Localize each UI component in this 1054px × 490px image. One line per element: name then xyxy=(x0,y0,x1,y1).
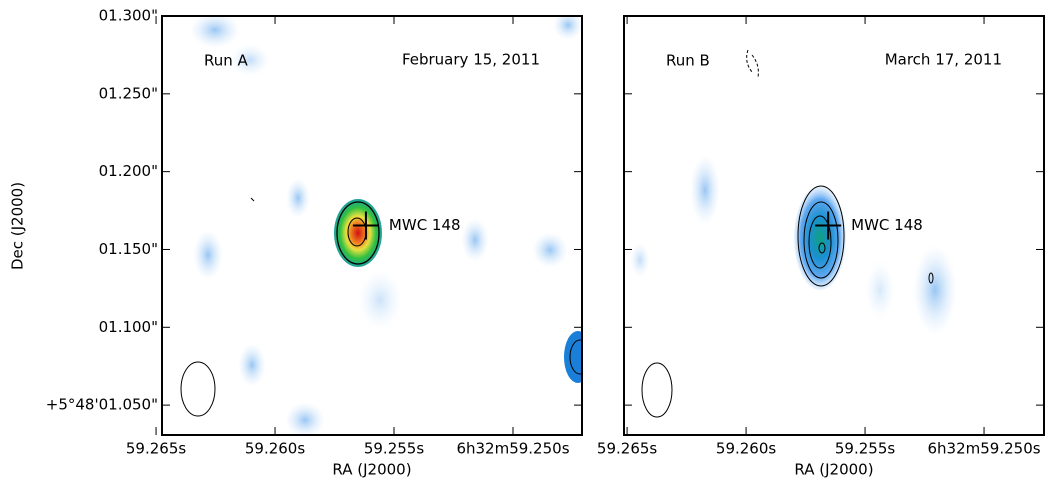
source-marker xyxy=(352,211,379,240)
x-tick-label: 59.255s xyxy=(835,440,895,458)
y-tick-label: 01.200" xyxy=(99,162,158,180)
x-tick-label: 59.255s xyxy=(364,440,424,458)
x-tick-label: 6h32m59.250s xyxy=(928,440,1041,458)
plot-frame xyxy=(161,15,583,436)
x-axis-label: RA (J2000) xyxy=(332,461,411,479)
plot-frame xyxy=(623,15,1045,436)
y-tick-label: 01.150" xyxy=(99,240,158,258)
emission-map xyxy=(180,16,582,435)
panel-label: Run B xyxy=(666,52,710,70)
date-label: February 15, 2011 xyxy=(402,51,540,69)
x-axis-label: RA (J2000) xyxy=(794,461,873,479)
source-label: MWC 148 xyxy=(851,216,923,234)
source-label: MWC 148 xyxy=(389,216,461,234)
y-tick-label: +5°48'01.050" xyxy=(46,396,158,414)
x-tick-label: 59.260s xyxy=(716,440,776,458)
x-tick-label: 59.260s xyxy=(245,440,305,458)
y-tick-label: 01.300" xyxy=(99,7,158,25)
x-tick-label: 6h32m59.250s xyxy=(456,440,569,458)
y-tick-label: 01.250" xyxy=(99,84,158,102)
date-label: March 17, 2011 xyxy=(885,51,1002,69)
y-tick-label: 01.100" xyxy=(99,318,158,336)
source-marker xyxy=(815,211,842,240)
panel-label: Run A xyxy=(204,52,249,70)
emission-map xyxy=(630,49,957,418)
x-tick-label: 59.265s xyxy=(597,440,657,458)
x-tick-label: 59.265s xyxy=(126,440,186,458)
y-axis-label: Dec (J2000) xyxy=(9,182,27,270)
